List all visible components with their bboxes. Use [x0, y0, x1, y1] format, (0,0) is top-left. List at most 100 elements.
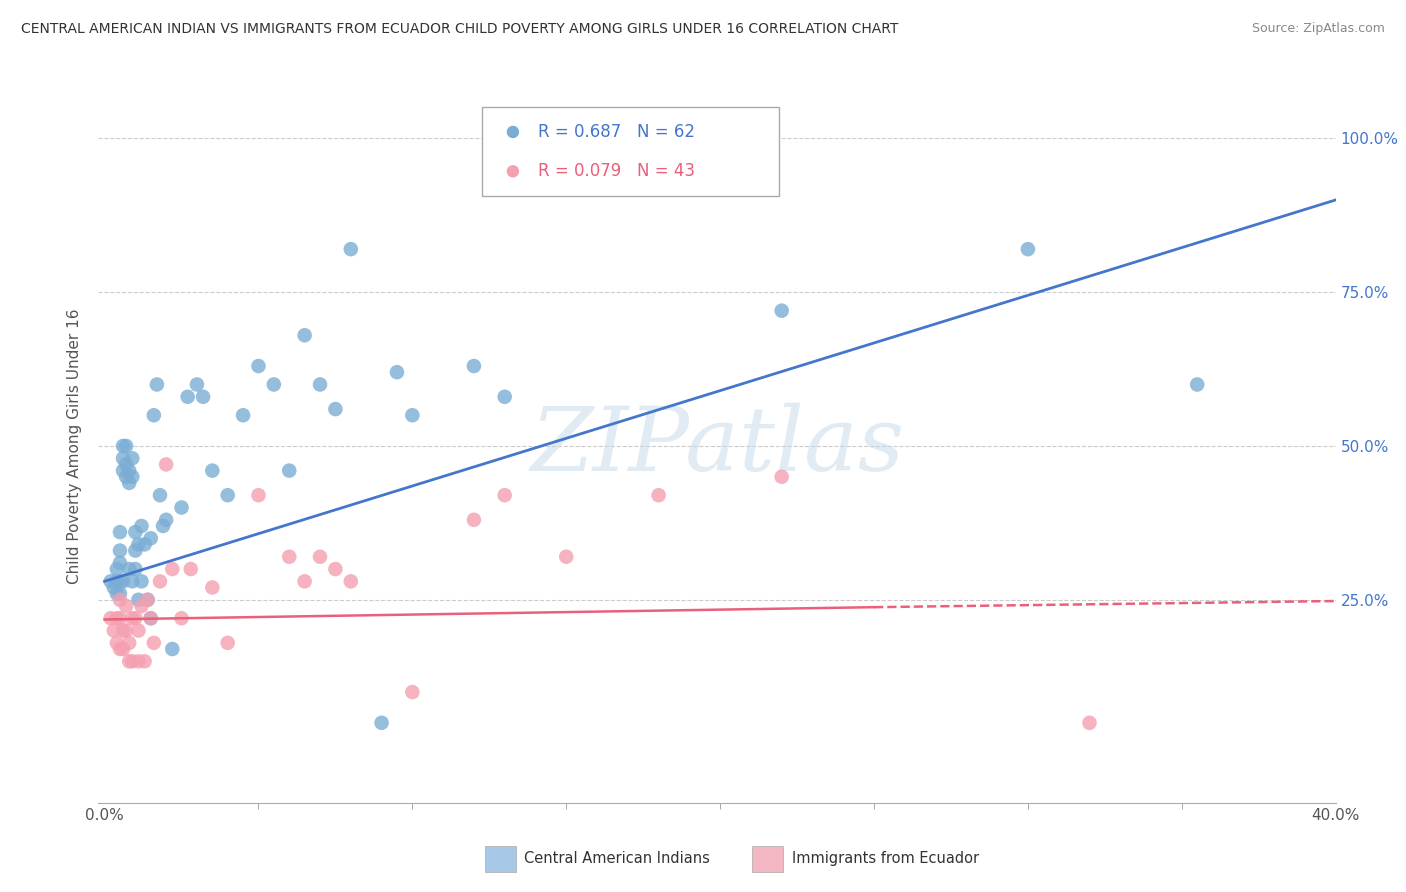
- Point: [134, 654, 156, 668]
- Point: [309, 549, 332, 564]
- Point: [385, 365, 408, 379]
- Point: [294, 328, 316, 343]
- Point: [149, 574, 172, 589]
- Point: [1017, 242, 1039, 256]
- Point: [121, 611, 143, 625]
- Text: ZIPatlas: ZIPatlas: [530, 402, 904, 490]
- Text: Source: ZipAtlas.com: Source: ZipAtlas.com: [1251, 22, 1385, 36]
- Point: [115, 469, 138, 483]
- Point: [647, 488, 669, 502]
- Point: [232, 409, 254, 423]
- Point: [112, 451, 135, 466]
- Point: [112, 574, 135, 589]
- Point: [142, 409, 165, 423]
- Point: [118, 464, 141, 478]
- Point: [463, 359, 485, 373]
- Point: [103, 581, 125, 595]
- Point: [201, 464, 224, 478]
- Point: [136, 592, 159, 607]
- Point: [139, 611, 162, 625]
- Point: [325, 562, 347, 576]
- Point: [146, 377, 169, 392]
- Point: [247, 359, 270, 373]
- Point: [170, 611, 193, 625]
- Point: [108, 592, 131, 607]
- Point: [176, 390, 198, 404]
- Point: [494, 488, 516, 502]
- Point: [108, 543, 131, 558]
- Point: [108, 574, 131, 589]
- Point: [309, 377, 332, 392]
- Point: [247, 488, 270, 502]
- Point: [1125, 202, 1147, 217]
- Point: [139, 531, 162, 545]
- Point: [463, 513, 485, 527]
- Point: [121, 574, 143, 589]
- Point: [152, 519, 174, 533]
- Point: [124, 525, 146, 540]
- Point: [105, 587, 128, 601]
- Point: [401, 409, 423, 423]
- Point: [340, 574, 363, 589]
- Point: [127, 537, 149, 551]
- Text: Central American Indians: Central American Indians: [524, 852, 710, 866]
- Point: [340, 242, 363, 256]
- Point: [136, 592, 159, 607]
- Point: [100, 611, 122, 625]
- Text: CENTRAL AMERICAN INDIAN VS IMMIGRANTS FROM ECUADOR CHILD POVERTY AMONG GIRLS UND: CENTRAL AMERICAN INDIAN VS IMMIGRANTS FR…: [21, 22, 898, 37]
- Point: [370, 715, 392, 730]
- Point: [112, 464, 135, 478]
- Point: [127, 624, 149, 638]
- Point: [108, 525, 131, 540]
- Point: [118, 562, 141, 576]
- Point: [401, 685, 423, 699]
- Point: [278, 464, 301, 478]
- Point: [142, 636, 165, 650]
- Point: [555, 549, 578, 564]
- Point: [325, 402, 347, 417]
- Point: [217, 636, 239, 650]
- Point: [127, 654, 149, 668]
- Point: [149, 488, 172, 502]
- Point: [112, 624, 135, 638]
- Point: [108, 556, 131, 570]
- Point: [124, 543, 146, 558]
- Point: [134, 537, 156, 551]
- Point: [121, 469, 143, 483]
- Point: [108, 611, 131, 625]
- Point: [105, 636, 128, 650]
- Point: [108, 642, 131, 657]
- FancyBboxPatch shape: [482, 107, 779, 196]
- Text: R = 0.687   N = 62: R = 0.687 N = 62: [537, 123, 695, 141]
- Point: [115, 624, 138, 638]
- Point: [770, 303, 793, 318]
- Point: [118, 636, 141, 650]
- Point: [118, 475, 141, 490]
- Point: [263, 377, 285, 392]
- Point: [186, 377, 208, 392]
- Point: [127, 592, 149, 607]
- Point: [112, 439, 135, 453]
- Point: [121, 451, 143, 466]
- Point: [770, 469, 793, 483]
- Point: [112, 642, 135, 657]
- Point: [103, 624, 125, 638]
- Point: [139, 611, 162, 625]
- Point: [217, 488, 239, 502]
- Point: [118, 654, 141, 668]
- Point: [201, 581, 224, 595]
- Point: [170, 500, 193, 515]
- Point: [131, 519, 153, 533]
- Point: [115, 599, 138, 613]
- Point: [100, 574, 122, 589]
- Point: [131, 574, 153, 589]
- Point: [1078, 715, 1101, 730]
- Point: [294, 574, 316, 589]
- Point: [278, 549, 301, 564]
- Point: [494, 390, 516, 404]
- Point: [121, 654, 143, 668]
- Point: [162, 562, 184, 576]
- Point: [105, 562, 128, 576]
- Point: [155, 513, 177, 527]
- Point: [115, 439, 138, 453]
